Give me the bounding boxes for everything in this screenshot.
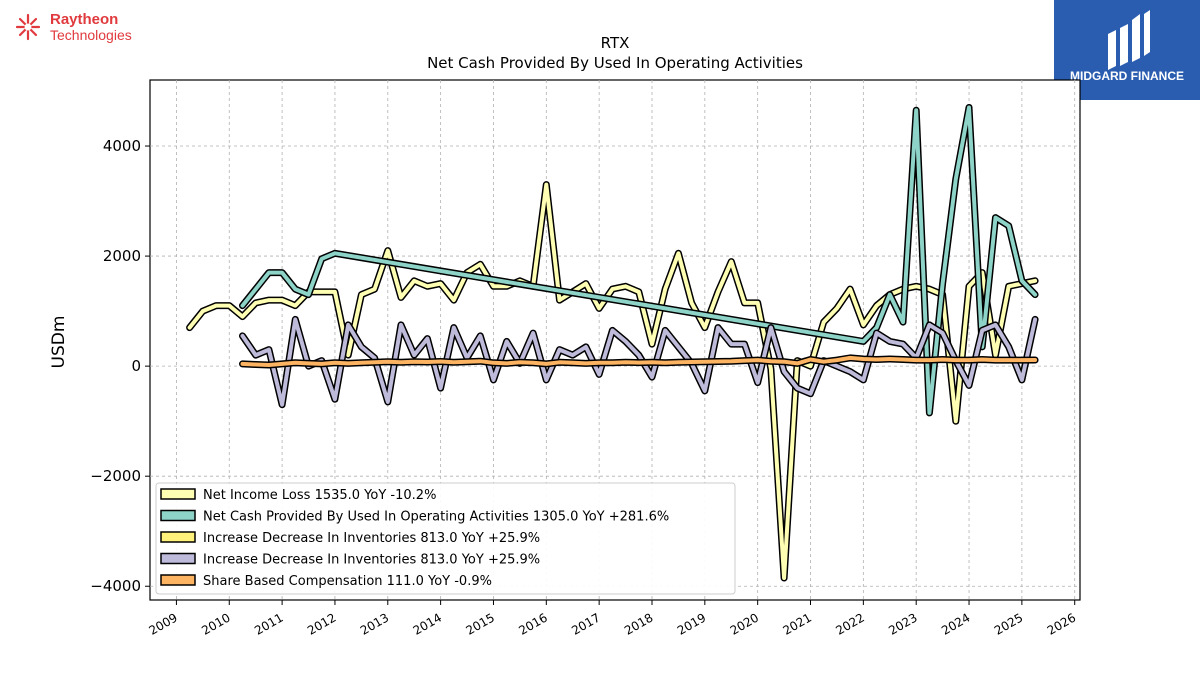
x-tick-label: 2018 [622,610,655,637]
midgard-emblem-icon [1108,10,1150,70]
legend-swatch-net_income [160,488,196,500]
x-tick-label: 2009 [146,610,179,637]
company-name-line2: Technologies [50,27,132,43]
y-axis: −4000 −2000 0 2000 4000 [90,137,150,595]
legend-swatch-share_comp [160,574,196,586]
x-tick-label: 2023 [886,610,919,637]
legend-label-share_comp: Share Based Compensation 111.0 YoY -0.9% [203,574,492,589]
y-tick-label: −2000 [90,467,141,485]
x-tick-label: 2025 [992,610,1025,637]
legend-box [155,482,736,595]
x-tick-label: 2019 [675,610,708,637]
series-line-inventories_purple [240,317,1038,407]
x-axis: 2009 2010 2011 2012 2013 2014 2015 2016 2017 2018… [146,600,1078,638]
x-tick-label: 2024 [939,610,972,637]
chart-subtitle: Net Cash Provided By Used In Operating A… [427,54,803,72]
x-tick-label: 2010 [199,610,232,637]
raytheon-logo: Raytheon Technologies [15,11,132,43]
x-tick-label: 2017 [569,610,602,637]
company-name-line1: Raytheon [50,11,118,28]
legend-label-net_income: Net Income Loss 1535.0 YoY -10.2% [203,488,436,503]
x-tick-label: 2013 [358,610,391,637]
midgard-finance-label: MIDGARD FINANCE [1070,69,1184,83]
chart-title: RTX [601,34,630,52]
y-axis-label: USDm [49,316,69,369]
x-tick-label: 2011 [252,610,285,637]
x-tick-label: 2026 [1045,610,1078,637]
x-tick-label: 2021 [781,610,814,637]
series-line-net_income [187,182,1038,580]
legend: Net Income Loss 1535.0 YoY -10.2% Net Cas… [155,482,736,595]
legend-label-net_cash: Net Cash Provided By Used In Operating A… [203,510,669,525]
legend-label-inventories_purple: Increase Decrease In Inventories 813.0 Y… [203,553,540,568]
legend-swatch-inventories_yellow [160,531,196,543]
legend-swatch-net_cash [160,509,196,522]
x-tick-label: 2015 [464,610,497,637]
x-tick-label: 2012 [305,610,338,637]
legend-label-inventories_yellow: Increase Decrease In Inventories 813.0 Y… [203,531,540,546]
x-tick-label: 2014 [411,610,444,637]
y-tick-label: 2000 [103,247,141,265]
series-line-share_comp [240,355,1038,367]
y-tick-label: −4000 [90,577,141,595]
y-tick-label: 0 [131,357,141,375]
x-tick-label: 2020 [728,610,761,637]
series-layer [186,104,1039,582]
series-line-net_cash [240,105,1038,415]
x-tick-label: 2022 [833,610,866,637]
y-tick-label: 4000 [103,137,141,155]
legend-swatch-inventories_purple [160,552,196,565]
x-tick-label: 2016 [516,610,549,637]
